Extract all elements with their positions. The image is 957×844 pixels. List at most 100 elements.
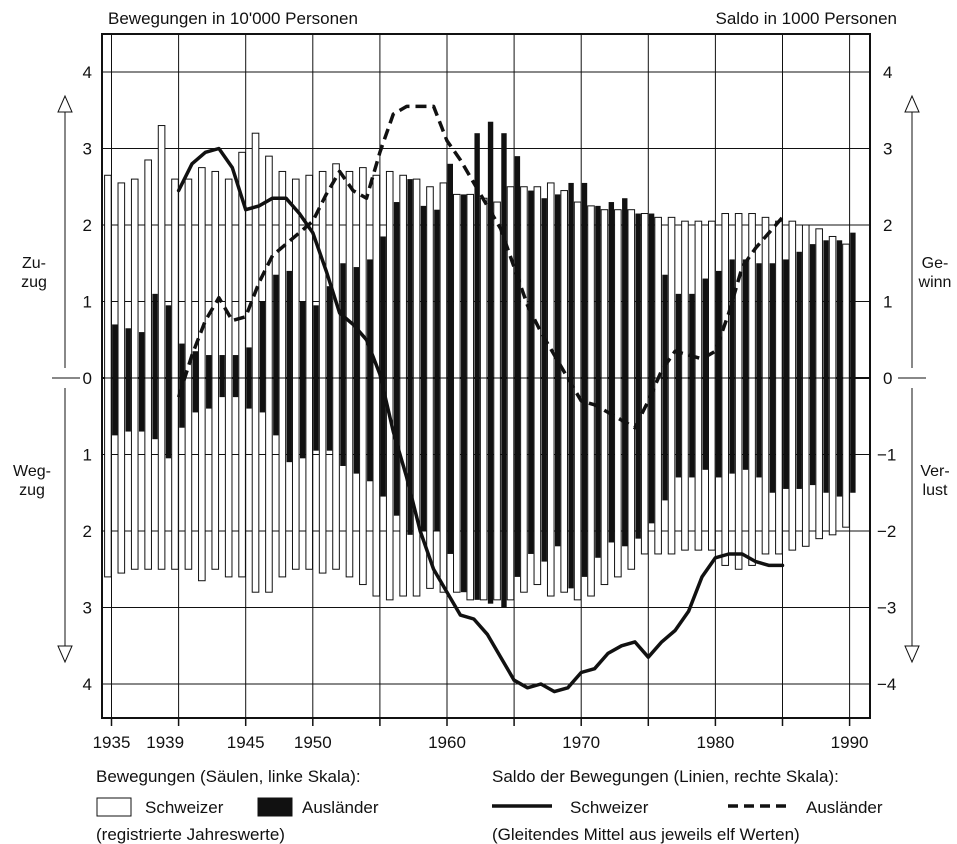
- bar-foreign-zuzug: [501, 133, 507, 378]
- legend-foreign-bars-label: Ausländer: [302, 798, 379, 817]
- bar-foreign-wegzug: [420, 378, 427, 531]
- x-tick-label: 1939: [146, 733, 184, 752]
- legend-lines-note: (Gleitendes Mittel aus jeweils elf Werte…: [492, 825, 800, 844]
- bar-foreign-wegzug: [541, 378, 547, 562]
- bar-swiss-wegzug: [640, 377, 649, 555]
- bar-foreign-zuzug: [675, 293, 682, 378]
- bar-foreign-zuzug: [420, 205, 427, 378]
- bar-swiss-zuzug: [546, 182, 555, 379]
- bar-foreign-wegzug: [501, 378, 507, 608]
- bar-swiss-wegzug: [681, 377, 689, 551]
- bar-foreign-zuzug: [635, 213, 641, 378]
- bar-swiss-wegzug: [265, 377, 273, 593]
- bar-swiss-zuzug: [453, 193, 461, 379]
- bar-foreign-wegzug: [528, 378, 534, 554]
- bar-foreign-zuzug: [286, 270, 292, 378]
- legend-foreign-line-label: Ausländer: [806, 798, 883, 817]
- bar-foreign-wegzug: [206, 378, 212, 409]
- bar-foreign-zuzug: [192, 351, 199, 378]
- bar-foreign-zuzug: [138, 332, 145, 378]
- bar-foreign-wegzug: [152, 378, 158, 440]
- bar-foreign-zuzug: [313, 305, 319, 378]
- right-upper-label-1: Ge-: [922, 255, 949, 272]
- right-tick-label: 4: [883, 63, 892, 82]
- bar-swiss-wegzug: [305, 377, 313, 570]
- bar-swiss-wegzug: [842, 377, 850, 528]
- bar-foreign-zuzug: [783, 259, 789, 378]
- bar-foreign-zuzug: [796, 251, 802, 378]
- bar-swiss-wegzug: [332, 377, 340, 570]
- bar-foreign-wegzug: [232, 378, 239, 398]
- left-tick-label: 3: [83, 140, 92, 159]
- bar-swiss-wegzug: [748, 377, 756, 566]
- bar-foreign-wegzug: [756, 378, 762, 478]
- bar-swiss-zuzug: [788, 220, 797, 379]
- bar-foreign-zuzug: [461, 194, 467, 378]
- bar-foreign-wegzug: [434, 378, 440, 531]
- bar-swiss-zuzug: [426, 186, 434, 379]
- legend-lines-title: Saldo der Bewegungen (Linien, rechte Ska…: [492, 767, 839, 786]
- bar-foreign-zuzug: [259, 301, 266, 378]
- bar-foreign-zuzug: [742, 259, 749, 378]
- right-up-arrow: [904, 94, 920, 368]
- bar-swiss-zuzug: [600, 209, 609, 379]
- bar-swiss-zuzug: [198, 167, 206, 379]
- bar-swiss-zuzug: [748, 213, 756, 379]
- bar-swiss-zuzug: [614, 209, 622, 379]
- bar-foreign-wegzug: [246, 378, 252, 409]
- bar-swiss-wegzug: [614, 377, 622, 578]
- right-tick-label: 2: [883, 216, 892, 235]
- x-tick-label: 1980: [696, 733, 734, 752]
- bar-foreign-wegzug: [367, 378, 373, 482]
- left-tick-label: 1: [83, 446, 92, 465]
- bar-foreign-wegzug: [796, 378, 802, 489]
- bar-swiss-zuzug: [761, 216, 770, 379]
- bar-swiss-wegzug: [801, 377, 810, 547]
- left-tick-label: 1: [83, 293, 92, 312]
- x-tick-label: 1950: [294, 733, 332, 752]
- bar-foreign-wegzug: [353, 378, 360, 474]
- bar-swiss-zuzug: [278, 170, 287, 379]
- right-tick-label: 0: [883, 369, 892, 388]
- bar-foreign-wegzug: [783, 378, 789, 489]
- bar-swiss-wegzug: [318, 377, 327, 574]
- bar-foreign-wegzug: [273, 378, 279, 436]
- bar-swiss-zuzug: [734, 213, 743, 379]
- bar-swiss-wegzug: [359, 377, 367, 586]
- bar-swiss-zuzug: [506, 186, 515, 379]
- bar-swiss-zuzug: [479, 197, 488, 379]
- bar-foreign-zuzug: [487, 121, 494, 378]
- bar-foreign-zuzug: [353, 267, 360, 378]
- bar-swiss-wegzug: [198, 377, 206, 582]
- bar-swiss-wegzug: [291, 377, 300, 570]
- bar-foreign-zuzug: [125, 328, 131, 378]
- bar-foreign-wegzug: [192, 378, 199, 413]
- bar-swiss-wegzug: [117, 377, 126, 574]
- bar-foreign-zuzug: [246, 347, 252, 378]
- bar-foreign-zuzug: [608, 202, 615, 378]
- bar-swiss-wegzug: [815, 377, 823, 540]
- right-upper-label-2: winn: [918, 274, 952, 291]
- bar-swiss-zuzug: [117, 182, 126, 379]
- bar-foreign-zuzug: [769, 263, 776, 378]
- bar-foreign-zuzug: [152, 293, 158, 378]
- bar-swiss-wegzug: [761, 377, 770, 555]
- bar-swiss-wegzug: [654, 377, 662, 555]
- bar-foreign-wegzug: [702, 378, 708, 470]
- bar-foreign-zuzug: [648, 213, 655, 378]
- bar-swiss-zuzug: [640, 213, 649, 379]
- bar-foreign-wegzug: [407, 378, 413, 535]
- bar-foreign-zuzug: [809, 244, 816, 378]
- right-axis-label: Saldo in 1000 Personen: [716, 9, 897, 28]
- bar-foreign-zuzug: [756, 263, 762, 378]
- left-upper-label-2: zug: [21, 274, 47, 291]
- x-tick-label: 1990: [831, 733, 869, 752]
- bar-swiss-zuzug: [157, 125, 166, 379]
- right-tick-label: 3: [883, 140, 892, 159]
- bar-foreign-zuzug: [689, 293, 695, 378]
- bar-swiss-zuzug: [627, 209, 636, 379]
- bar-swiss-zuzug: [801, 224, 810, 379]
- left-tick-label: 4: [83, 675, 92, 694]
- bar-swiss-wegzug: [627, 377, 636, 570]
